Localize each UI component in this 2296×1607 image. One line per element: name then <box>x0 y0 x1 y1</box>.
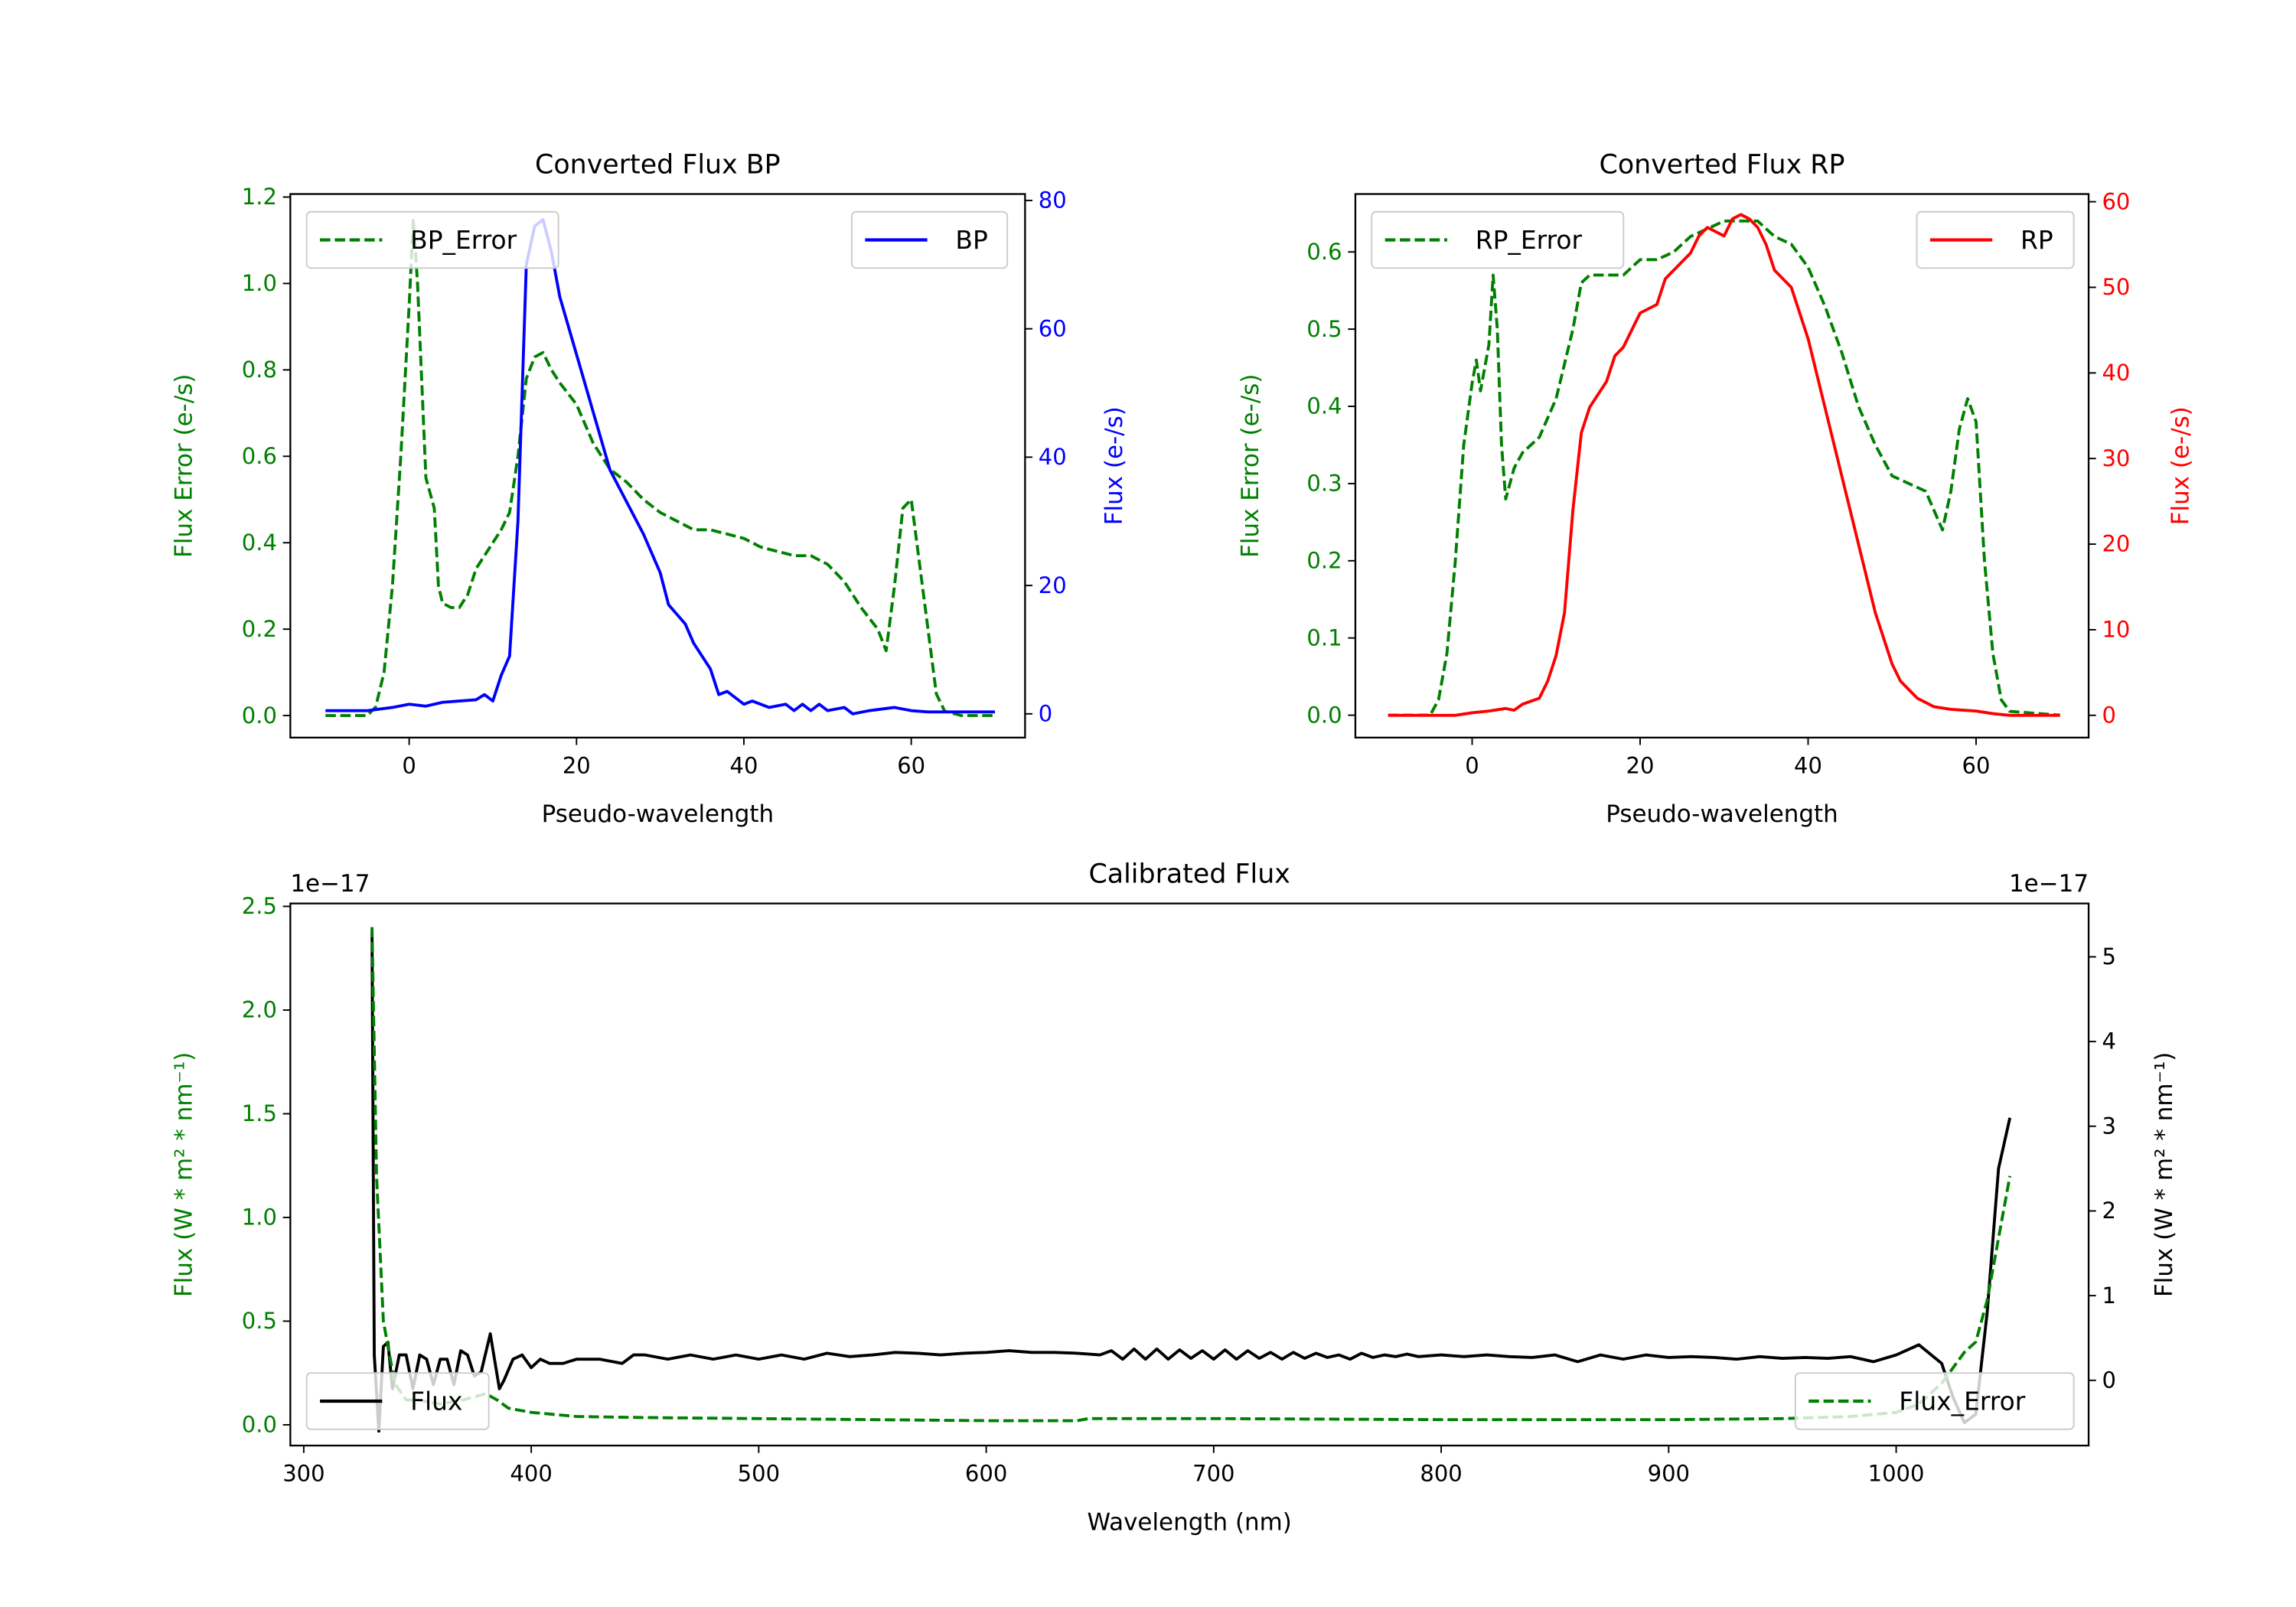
axes-frame <box>289 902 2090 1447</box>
y-right-offset-text: 1e−17 <box>2009 870 2089 898</box>
x-tick-label: 20 <box>1626 752 1655 778</box>
series-line-rp <box>1388 213 2060 717</box>
y-left-axis-label: Flux Error (e-/s) <box>1237 374 1264 558</box>
y-right-tick-label: 0 <box>2102 1367 2115 1393</box>
legend-bp: BP <box>850 210 1009 269</box>
y-right-tick-label: 40 <box>2102 360 2130 386</box>
x-tick-label: 60 <box>1962 752 1991 778</box>
legend-label: RP <box>2020 225 2053 255</box>
y-left-axis-label: Flux (W * m² * nm⁻¹) <box>170 1052 197 1297</box>
y-left-tick-label: 1.2 <box>242 184 277 210</box>
x-axis-label: Pseudo-wavelength <box>1606 800 1838 828</box>
chart-converted-flux-rp: 0 20 40 60 0.0 0.1 0.2 0.3 0.4 0.5 0.6 0 10 20 30 40 50 6… <box>1237 149 2194 828</box>
x-tick-label: 20 <box>563 752 591 778</box>
x-tick-label: 700 <box>1192 1460 1234 1486</box>
x-axis-label: Pseudo-wavelength <box>542 800 775 828</box>
y-right-tick-label: 0 <box>1039 701 1052 727</box>
y-left-tick-label: 0.0 <box>242 702 277 729</box>
legend-box <box>305 1372 490 1430</box>
y-left-tick-label: 2.0 <box>242 997 277 1023</box>
y-right-tick-label: 10 <box>2102 617 2130 643</box>
y-left-tick-label: 0.2 <box>242 616 277 642</box>
x-tick-label: 300 <box>282 1460 325 1486</box>
y-right-tick-label: 0 <box>2102 702 2115 728</box>
legend-box <box>1916 210 2075 269</box>
y-left-tick-label: 0.0 <box>242 1412 277 1438</box>
legend-box <box>1794 1372 2075 1430</box>
x-tick-label: 60 <box>897 752 925 778</box>
y-right-axis-label: Flux (e-/s) <box>2167 406 2194 525</box>
legend-flux: Flux <box>305 1372 490 1430</box>
series-line-bp <box>325 218 995 715</box>
chart-calibrated-flux: 300 400 500 600 700 800 900 1000 0.0 0.5 1.0 1.5 2.0… <box>170 859 2178 1537</box>
chart-converted-flux-bp: 0 20 40 60 0.0 0.2 0.4 0.6 0.8 1.0 1.2 0 20 40 60 80 Con… <box>170 149 1127 828</box>
chart-title: Converted Flux BP <box>535 149 781 180</box>
y-left-tick-label: 2.5 <box>242 893 277 919</box>
y-left-tick-label: 0.5 <box>1306 316 1342 342</box>
legend-bp-error: BP_Error <box>305 210 559 269</box>
x-tick-label: 400 <box>510 1460 552 1486</box>
y-right-tick-label: 20 <box>1039 572 1067 598</box>
y-right-tick-label: 20 <box>2102 531 2130 557</box>
y-left-tick-label: 0.3 <box>1306 471 1342 497</box>
y-right-axis-label: Flux (W * m² * nm⁻¹) <box>2151 1052 2178 1297</box>
x-tick-label: 1000 <box>1868 1460 1925 1486</box>
y-right-tick-label: 1 <box>2102 1283 2115 1309</box>
x-tick-label: 40 <box>730 752 758 778</box>
y-left-tick-label: 0.1 <box>1306 624 1342 650</box>
y-right-tick-label: 80 <box>1039 187 1067 214</box>
x-tick-label: 0 <box>1465 752 1479 778</box>
y-left-tick-label: 0.4 <box>1306 393 1342 419</box>
chart-title: Converted Flux RP <box>1600 149 1845 180</box>
legend-label: BP <box>955 225 987 255</box>
x-axis-label: Wavelength (nm) <box>1087 1508 1291 1536</box>
legend-box <box>850 210 1009 269</box>
y-left-tick-label: 0.6 <box>242 443 277 469</box>
y-left-axis-label: Flux Error (e-/s) <box>170 374 197 558</box>
y-right-tick-label: 30 <box>2102 445 2130 471</box>
x-tick-label: 900 <box>1648 1460 1690 1486</box>
y-right-tick-label: 60 <box>1039 315 1067 341</box>
y-left-tick-label: 0.4 <box>242 530 277 556</box>
y-left-tick-label: 1.5 <box>242 1100 277 1126</box>
y-right-tick-label: 40 <box>1039 444 1067 470</box>
legend-label: Flux_Error <box>1899 1387 2025 1416</box>
x-tick-label: 40 <box>1794 752 1822 778</box>
x-tick-label: 800 <box>1420 1460 1462 1486</box>
x-tick-label: 500 <box>738 1460 780 1486</box>
y-right-tick-label: 50 <box>2102 274 2130 300</box>
series-line-bp-error <box>325 217 995 718</box>
y-left-tick-label: 0.2 <box>1306 547 1342 573</box>
y-right-tick-label: 5 <box>2102 944 2115 970</box>
y-right-tick-label: 60 <box>2102 188 2130 214</box>
chart-title: Calibrated Flux <box>1088 859 1290 890</box>
x-tick-label: 0 <box>402 752 416 778</box>
y-left-tick-label: 0.8 <box>242 357 277 383</box>
legend-box <box>1371 210 1625 269</box>
y-left-tick-label: 0.6 <box>1306 239 1342 265</box>
x-tick-label: 600 <box>965 1460 1007 1486</box>
y-left-tick-label: 1.0 <box>242 1204 277 1231</box>
y-right-axis-label: Flux (e-/s) <box>1101 406 1128 525</box>
legend-rp-error: RP_Error <box>1371 210 1625 269</box>
axes-frame <box>1354 193 2090 739</box>
axes-frame <box>289 193 1026 739</box>
y-left-tick-label: 0.5 <box>242 1308 277 1334</box>
y-right-tick-label: 4 <box>2102 1028 2115 1054</box>
y-right-tick-label: 2 <box>2102 1198 2115 1224</box>
legend-box <box>305 210 559 269</box>
legend-label: BP_Error <box>410 225 517 255</box>
series-line-rp-error <box>1388 219 2060 717</box>
legend-label: RP_Error <box>1476 225 1583 255</box>
legend-rp: RP <box>1916 210 2075 269</box>
y-left-offset-text: 1e−17 <box>290 870 370 898</box>
series-line-flux <box>370 931 2012 1433</box>
legend-flux-error: Flux_Error <box>1794 1372 2075 1430</box>
y-right-tick-label: 3 <box>2102 1113 2115 1139</box>
y-left-tick-label: 0.0 <box>1306 702 1342 728</box>
legend-label: Flux <box>410 1387 462 1416</box>
y-left-tick-label: 1.0 <box>242 270 277 296</box>
